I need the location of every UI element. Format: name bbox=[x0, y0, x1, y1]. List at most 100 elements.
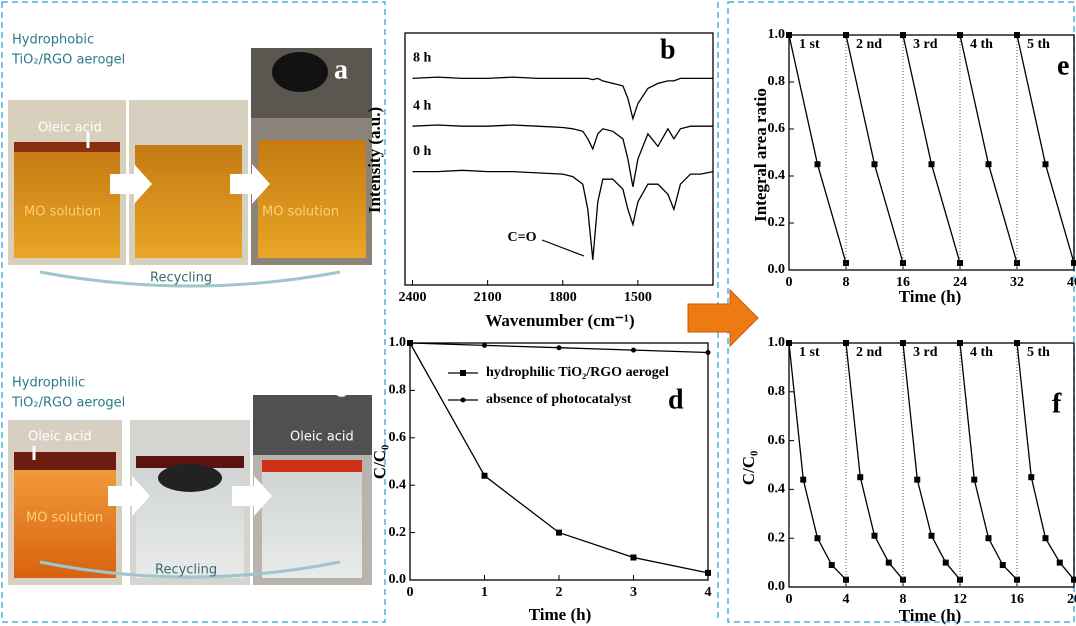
x-tick-label: 8 bbox=[843, 275, 850, 290]
series-label: 5 th bbox=[1027, 345, 1050, 360]
series-label: 4 th bbox=[970, 345, 993, 360]
panel-label: a bbox=[334, 54, 348, 85]
series-label: 3 rd bbox=[913, 37, 938, 52]
series-label: 1 st bbox=[799, 37, 820, 52]
marker bbox=[1000, 562, 1006, 568]
annotation: C=O bbox=[508, 230, 537, 245]
x-axis-label: Time (h) bbox=[899, 606, 962, 625]
legend-marker bbox=[460, 370, 466, 376]
marker bbox=[857, 474, 863, 480]
x-tick-label: 1800 bbox=[549, 290, 577, 305]
marker bbox=[957, 32, 963, 38]
annotation-arrow bbox=[542, 240, 584, 256]
y-tick-label: 0.2 bbox=[768, 530, 786, 545]
marker bbox=[557, 345, 562, 350]
panel-label: b bbox=[660, 34, 676, 65]
series-line bbox=[960, 343, 1017, 580]
marker bbox=[705, 570, 711, 576]
x-tick-label: 3 bbox=[630, 585, 637, 600]
y-tick-label: 1.0 bbox=[768, 27, 786, 42]
x-tick-label: 4 bbox=[705, 585, 712, 600]
marker bbox=[929, 533, 935, 539]
photo-title: TiO₂/RGO aerogel bbox=[11, 53, 125, 68]
series-line bbox=[413, 170, 714, 259]
marker bbox=[843, 340, 849, 346]
figure: Hydrophobic TiO₂/RGO aerogel a Oleic aci… bbox=[0, 0, 1076, 626]
series-line bbox=[1017, 343, 1074, 580]
y-tick-label: 0.8 bbox=[768, 384, 786, 399]
x-tick-label: 0 bbox=[786, 592, 793, 607]
y-tick-label: 0.4 bbox=[389, 477, 407, 492]
x-tick-label: 0 bbox=[407, 585, 414, 600]
marker bbox=[1071, 577, 1076, 583]
marker bbox=[482, 473, 488, 479]
series-label: 1 st bbox=[799, 345, 820, 360]
y-tick-label: 1.0 bbox=[389, 335, 407, 350]
series-label: 2 nd bbox=[856, 345, 882, 360]
photo-caption: Recycling bbox=[155, 563, 217, 578]
marker bbox=[815, 535, 821, 541]
y-tick-label: 0.2 bbox=[768, 215, 786, 230]
y-axis-label: Integral area ratio bbox=[751, 88, 770, 222]
y-tick-label: 1.0 bbox=[768, 335, 786, 350]
photo-annotation: MO solution bbox=[262, 205, 339, 220]
marker bbox=[886, 560, 892, 566]
plot-frame bbox=[789, 35, 1074, 270]
y-tick-label: 0.4 bbox=[768, 168, 786, 183]
photo-annotation: MO solution bbox=[26, 511, 103, 526]
marker bbox=[986, 161, 992, 167]
x-tick-label: 1 bbox=[481, 585, 488, 600]
photo-caption: Recycling bbox=[150, 271, 212, 286]
marker bbox=[1043, 535, 1049, 541]
photo-annotation: MO solution bbox=[24, 205, 101, 220]
x-tick-label: 32 bbox=[1010, 275, 1024, 290]
x-tick-label: 2100 bbox=[474, 290, 502, 305]
series-label: 4 th bbox=[970, 37, 993, 52]
photo-annotation: Oleic acid bbox=[28, 430, 92, 445]
marker bbox=[1014, 340, 1020, 346]
marker bbox=[786, 32, 792, 38]
marker bbox=[556, 530, 562, 536]
series-label: 2 nd bbox=[856, 37, 882, 52]
x-tick-label: 2400 bbox=[399, 290, 427, 305]
series-line bbox=[789, 343, 846, 580]
y-tick-label: 0.6 bbox=[768, 433, 786, 448]
marker bbox=[900, 32, 906, 38]
marker bbox=[843, 32, 849, 38]
marker bbox=[1014, 32, 1020, 38]
y-tick-label: 0.8 bbox=[768, 74, 786, 89]
marker bbox=[872, 161, 878, 167]
photo-a bbox=[8, 48, 372, 286]
marker bbox=[957, 340, 963, 346]
panel-label: f bbox=[1052, 388, 1062, 419]
panel-label: d bbox=[668, 384, 684, 415]
marker bbox=[706, 350, 711, 355]
y-axis-label: Intensity (a.u.) bbox=[365, 107, 384, 213]
y-tick-label: 0.4 bbox=[768, 482, 786, 497]
x-tick-label: 4 bbox=[843, 592, 850, 607]
marker bbox=[1028, 474, 1034, 480]
plot-frame bbox=[405, 33, 713, 285]
series-line bbox=[789, 35, 846, 263]
marker bbox=[829, 562, 835, 568]
y-tick-label: 0.0 bbox=[389, 572, 407, 587]
marker bbox=[408, 341, 413, 346]
series-label: 0 h bbox=[413, 144, 432, 159]
photo-annotation: Oleic acid bbox=[38, 121, 102, 136]
series-line bbox=[903, 35, 960, 263]
marker bbox=[872, 533, 878, 539]
panel-label: c bbox=[334, 372, 346, 403]
marker bbox=[631, 554, 637, 560]
photo-title: Hydrophilic bbox=[12, 376, 85, 391]
x-tick-label: 40 bbox=[1067, 275, 1076, 290]
y-tick-label: 0.0 bbox=[768, 579, 786, 594]
legend-marker bbox=[461, 398, 466, 403]
x-tick-label: 0 bbox=[786, 275, 793, 290]
marker bbox=[631, 348, 636, 353]
series-line bbox=[960, 35, 1017, 263]
marker bbox=[914, 477, 920, 483]
series-label: 8 h bbox=[413, 51, 432, 66]
y-tick-label: 0.6 bbox=[389, 430, 407, 445]
marker bbox=[929, 161, 935, 167]
x-tick-label: 1500 bbox=[624, 290, 652, 305]
